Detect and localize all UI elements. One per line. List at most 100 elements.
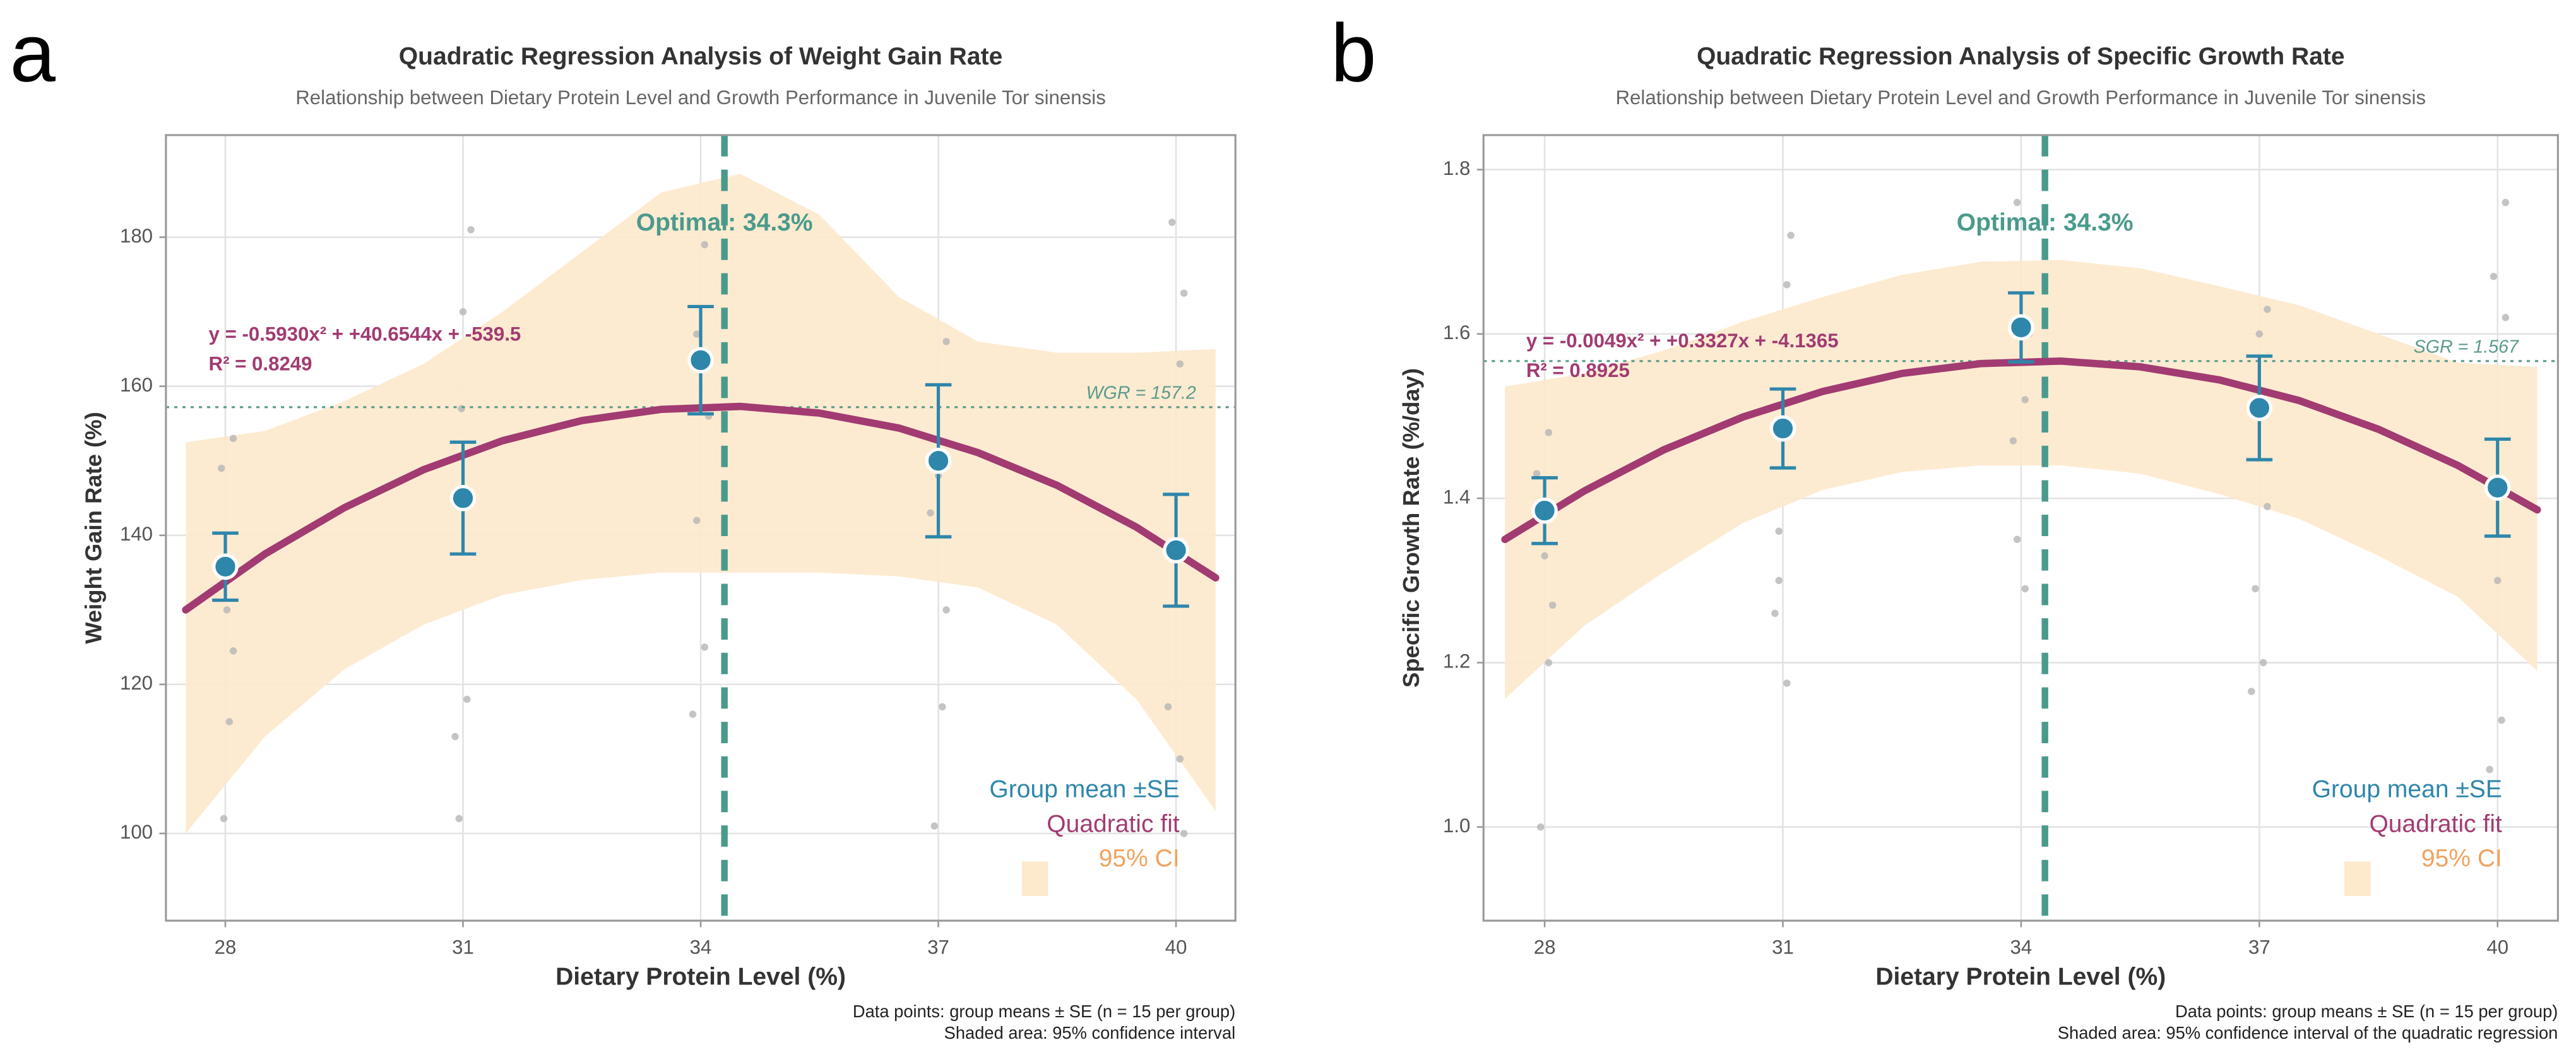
panel: a Quadratic Regression Analysis of Weight… — [10, 7, 1237, 1043]
chart-subtitle: Relationship between Dietary Protein Lev… — [1616, 87, 2426, 109]
x-tick-label: 31 — [452, 936, 474, 959]
raw-point — [2502, 198, 2510, 206]
legend-swatch — [2344, 861, 2371, 896]
mean-point — [2008, 314, 2034, 341]
x-tick-label: 31 — [1772, 936, 1794, 959]
raw-point — [1537, 823, 1545, 831]
raw-point — [2013, 198, 2021, 206]
raw-point — [1787, 231, 1795, 239]
optimal-label: Optimal: 34.3% — [1957, 209, 2134, 236]
raw-point — [927, 509, 934, 517]
x-tick-label: 28 — [1534, 936, 1556, 959]
x-tick-label: 34 — [2010, 936, 2033, 959]
legend-label: Quadratic fit — [2369, 810, 2502, 837]
raw-point — [225, 718, 234, 726]
raw-point — [220, 815, 228, 823]
raw-point — [2494, 577, 2502, 585]
y-tick-label: 120 — [120, 672, 153, 694]
raw-point — [1545, 659, 1553, 667]
x-tick-label: 40 — [2486, 936, 2508, 959]
raw-point — [1164, 703, 1172, 711]
raw-point — [2248, 688, 2255, 695]
raw-point — [2021, 396, 2029, 403]
footnote: Data points: group means ± SE (n = 15 pe… — [853, 1001, 1235, 1021]
x-axis-label: Dietary Protein Level (%) — [555, 963, 846, 990]
footnote: Shaded area: 95% confidence interval — [944, 1023, 1236, 1043]
y-tick-label: 1.4 — [1443, 486, 1470, 508]
raw-point — [1176, 360, 1184, 368]
raw-point — [1168, 218, 1176, 226]
raw-point — [2486, 765, 2493, 774]
raw-point — [942, 606, 950, 614]
legend-swatch — [1021, 861, 1048, 896]
legend-label: Group mean ±SE — [989, 776, 1179, 803]
raw-point — [1775, 527, 1783, 535]
y-axis-label: Weight Gain Rate (%) — [81, 412, 107, 644]
y-tick-label: 160 — [120, 374, 153, 396]
x-tick-label: 34 — [690, 936, 712, 959]
r-squared: R² = 0.8249 — [209, 353, 312, 375]
raw-point — [1541, 552, 1548, 559]
raw-point — [939, 703, 946, 711]
y-tick-label: 100 — [120, 821, 153, 843]
raw-point — [223, 606, 231, 614]
raw-point — [458, 405, 465, 412]
chart-title: Quadratic Regression Analysis of Specifi… — [1697, 43, 2345, 70]
y-tick-label: 1.8 — [1443, 157, 1470, 179]
raw-point — [2490, 273, 2498, 280]
raw-point — [1545, 429, 1553, 436]
mean-point — [2246, 395, 2273, 421]
x-tick-label: 37 — [2248, 936, 2270, 959]
mean-point — [687, 347, 714, 374]
legend-label: Group mean ±SE — [2312, 776, 2502, 803]
raw-point — [1771, 609, 1779, 618]
y-tick-label: 1.6 — [1443, 321, 1470, 344]
mean-point — [1531, 497, 1558, 524]
y-axis-label: Specific Growth Rate (%/day) — [1398, 368, 1424, 688]
raw-point — [1783, 281, 1791, 289]
reference-label: WGR = 157.2 — [1086, 383, 1196, 403]
raw-point — [451, 732, 459, 741]
mean-point — [1163, 537, 1189, 564]
raw-point — [2013, 535, 2021, 543]
raw-point — [1176, 755, 1184, 763]
x-tick-label: 28 — [215, 936, 237, 959]
raw-point — [701, 241, 709, 249]
raw-point — [2498, 716, 2505, 724]
raw-point — [693, 517, 701, 524]
panel: b Quadratic Regression Analysis of Specif… — [1331, 7, 2559, 1043]
raw-point — [1783, 679, 1791, 687]
raw-point — [1775, 577, 1783, 585]
raw-point — [2259, 659, 2267, 667]
x-tick-label: 37 — [927, 936, 949, 959]
raw-point — [930, 822, 939, 830]
raw-point — [1180, 830, 1188, 837]
raw-point — [1548, 601, 1557, 609]
mean-point — [2484, 474, 2511, 501]
footnote: Data points: group means ± SE (n = 15 pe… — [2175, 1001, 2558, 1021]
mean-point — [1769, 415, 1796, 442]
raw-point — [701, 643, 709, 651]
equation: y = -0.0049x² + +0.3327x + -4.1365 — [1526, 330, 1839, 352]
legend-label: 95% CI — [2421, 845, 2502, 872]
raw-point — [2264, 306, 2271, 313]
raw-point — [463, 695, 471, 703]
reference-label: SGR = 1.567 — [2414, 337, 2519, 357]
ci-band — [1505, 260, 2537, 699]
x-tick-label: 40 — [1165, 936, 1187, 959]
y-tick-label: 1.2 — [1443, 650, 1470, 672]
chart-subtitle: Relationship between Dietary Protein Lev… — [295, 87, 1106, 109]
raw-point — [459, 308, 467, 316]
mean-point — [925, 447, 952, 474]
raw-point — [217, 464, 225, 472]
ci-band — [186, 174, 1216, 834]
raw-point — [229, 434, 237, 443]
plot-frame — [165, 134, 1237, 922]
panel-label: a — [10, 7, 56, 99]
raw-point — [1180, 289, 1188, 297]
legend-label: 95% CI — [1099, 845, 1180, 872]
y-tick-label: 1.0 — [1443, 815, 1470, 837]
y-tick-label: 180 — [120, 225, 153, 247]
